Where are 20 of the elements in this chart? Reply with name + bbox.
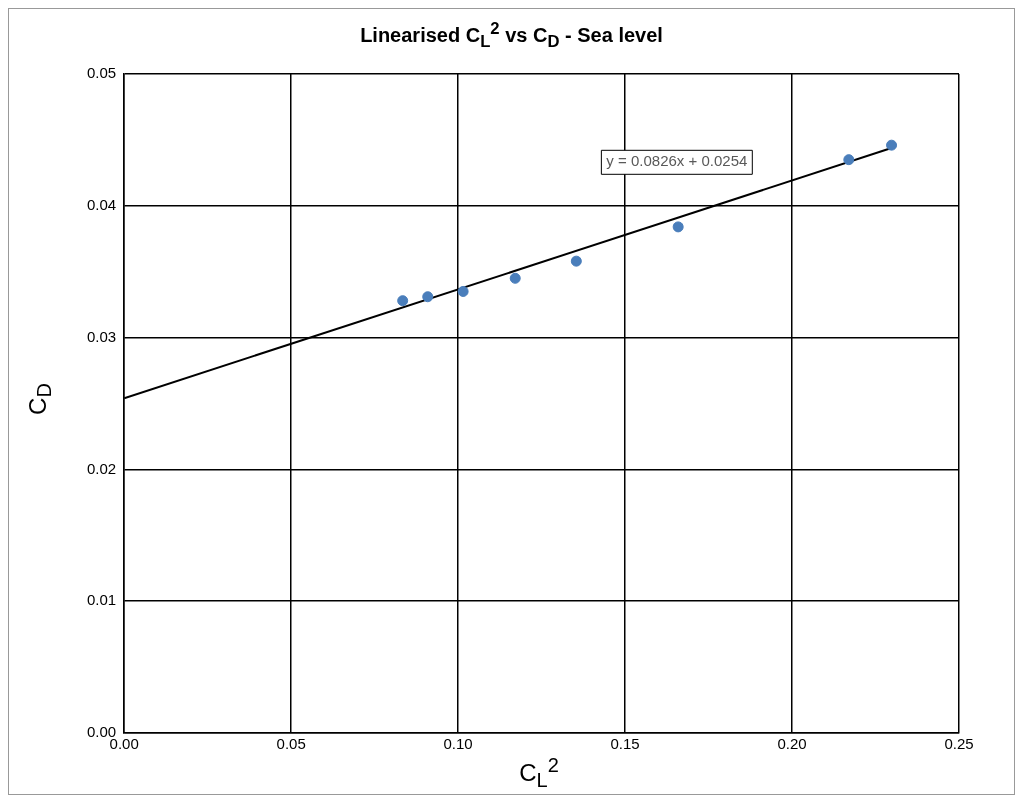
y-tick-label: 0.04 (86, 195, 117, 213)
annotation: y = 0.0826x + 0.0254 (606, 152, 748, 170)
x-tick-label: 0.15 (610, 735, 640, 753)
point (570, 255, 582, 267)
x-tick-label: 0.10 (443, 735, 473, 753)
y-tick-label: 0.02 (86, 459, 117, 477)
y-tick-label: 0.05 (86, 64, 117, 82)
point (672, 221, 684, 233)
point (509, 272, 521, 284)
x-tick-label: 0.20 (777, 735, 807, 753)
y-tick-label: 0.01 (86, 591, 117, 609)
x-tick-label: 0.05 (276, 735, 306, 753)
point (397, 295, 409, 307)
y-tick-label: 0.03 (86, 327, 117, 345)
point (422, 291, 434, 303)
point (457, 285, 469, 297)
point (886, 139, 898, 151)
point (843, 154, 855, 166)
chart-title: Linearised C$_{L}$$^{2}$ vs C$_{D}$ - Sea level (359, 19, 664, 52)
x-tick-label: 0.25 (944, 735, 974, 753)
